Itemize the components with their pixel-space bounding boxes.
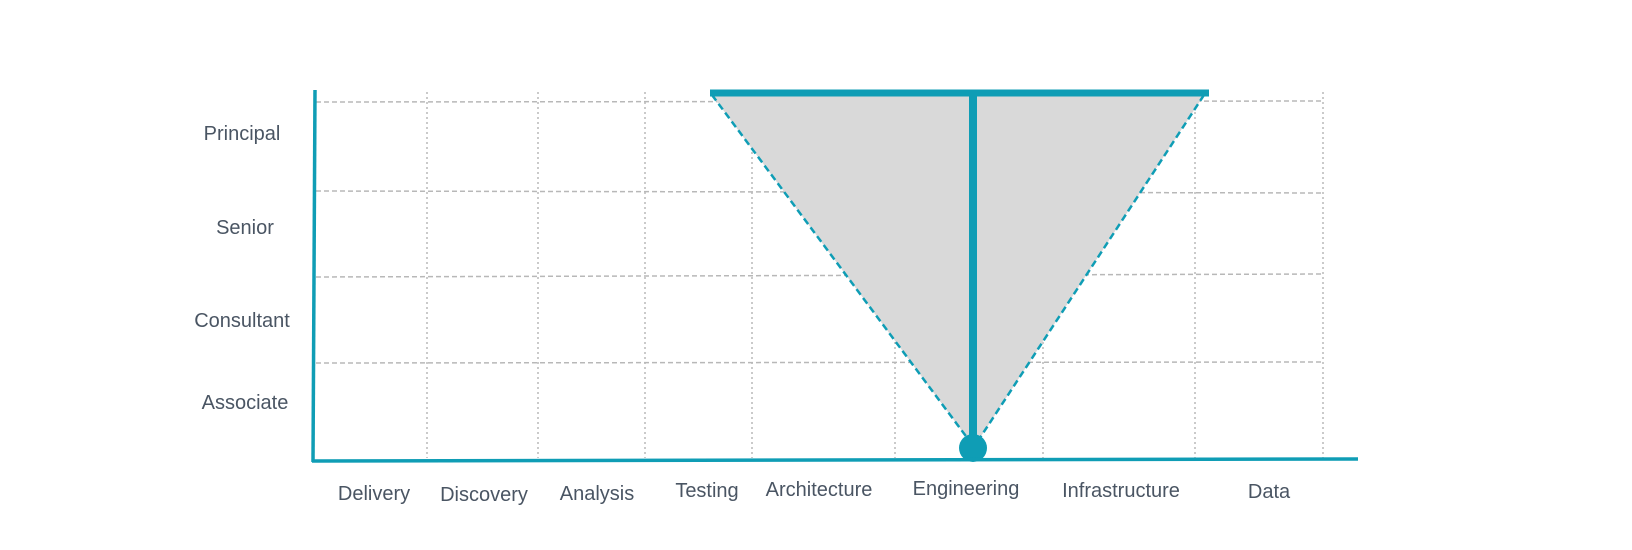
t-shape-right-edge — [972, 94, 1206, 448]
y-label-principal: Principal — [204, 123, 281, 145]
x-label-data: Data — [1248, 481, 1291, 503]
grid-h-associate — [315, 361, 1324, 364]
vertical-grid — [426, 92, 1324, 458]
x-label-analysis: Analysis — [560, 483, 634, 505]
t-shape-anchor-dot — [959, 434, 987, 462]
x-label-delivery: Delivery — [338, 483, 410, 505]
t-shape-fill — [712, 95, 1204, 447]
y-label-associate: Associate — [202, 392, 289, 414]
grid-h-consultant — [315, 273, 1324, 278]
x-label-infrastructure: Infrastructure — [1062, 480, 1180, 502]
y-axis — [311, 89, 317, 463]
x-label-discovery: Discovery — [440, 484, 528, 506]
t-shape-dashed-edges — [710, 94, 1206, 448]
x-label-architecture: Architecture — [766, 479, 873, 501]
t-shape-left-edge — [710, 94, 976, 448]
x-label-testing: Testing — [675, 480, 738, 502]
y-label-senior: Senior — [216, 217, 274, 239]
y-label-consultant: Consultant — [194, 310, 290, 332]
x-axis — [311, 457, 1359, 463]
x-label-engineering: Engineering — [913, 478, 1020, 500]
